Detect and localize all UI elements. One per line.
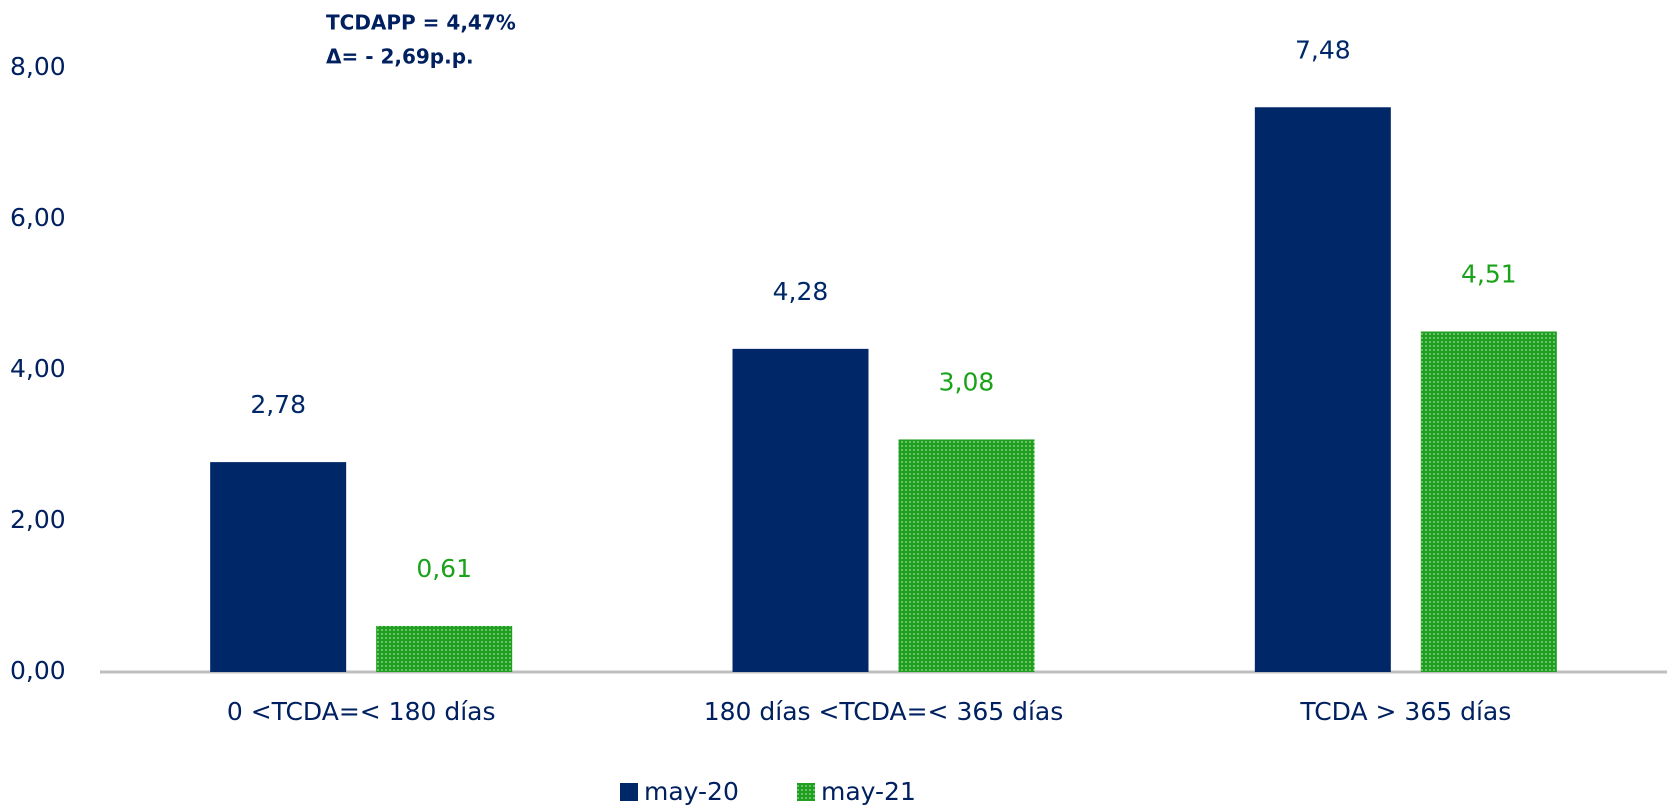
value-label: 7,48	[1295, 35, 1351, 64]
value-label: 2,78	[250, 390, 306, 419]
y-tick-label: 2,00	[10, 505, 66, 534]
y-tick-label: 8,00	[10, 52, 66, 81]
bar	[376, 625, 513, 672]
bar	[1420, 331, 1557, 672]
annotation: Δ= - 2,69p.p.	[326, 45, 474, 69]
annotation: TCDAPP = 4,47%	[326, 11, 516, 35]
legend-swatch	[620, 783, 638, 801]
x-tick-label: 0 <TCDA=< 180 días	[227, 697, 496, 726]
legend-swatch	[797, 783, 815, 801]
value-label: 4,51	[1461, 259, 1517, 288]
y-tick-label: 0,00	[10, 656, 66, 685]
legend-label: may-20	[644, 777, 739, 806]
y-tick-label: 6,00	[10, 203, 66, 232]
value-label: 4,28	[773, 277, 829, 306]
value-label: 0,61	[416, 554, 472, 583]
bar	[898, 439, 1035, 672]
bar	[732, 348, 869, 672]
bar	[210, 462, 347, 672]
x-tick-label: 180 días <TCDA=< 365 días	[704, 697, 1064, 726]
y-tick-label: 4,00	[10, 354, 66, 383]
bar	[1254, 107, 1391, 672]
value-label: 3,08	[939, 367, 995, 396]
x-tick-label: TCDA > 365 días	[1299, 697, 1511, 726]
legend-label: may-21	[821, 777, 916, 806]
